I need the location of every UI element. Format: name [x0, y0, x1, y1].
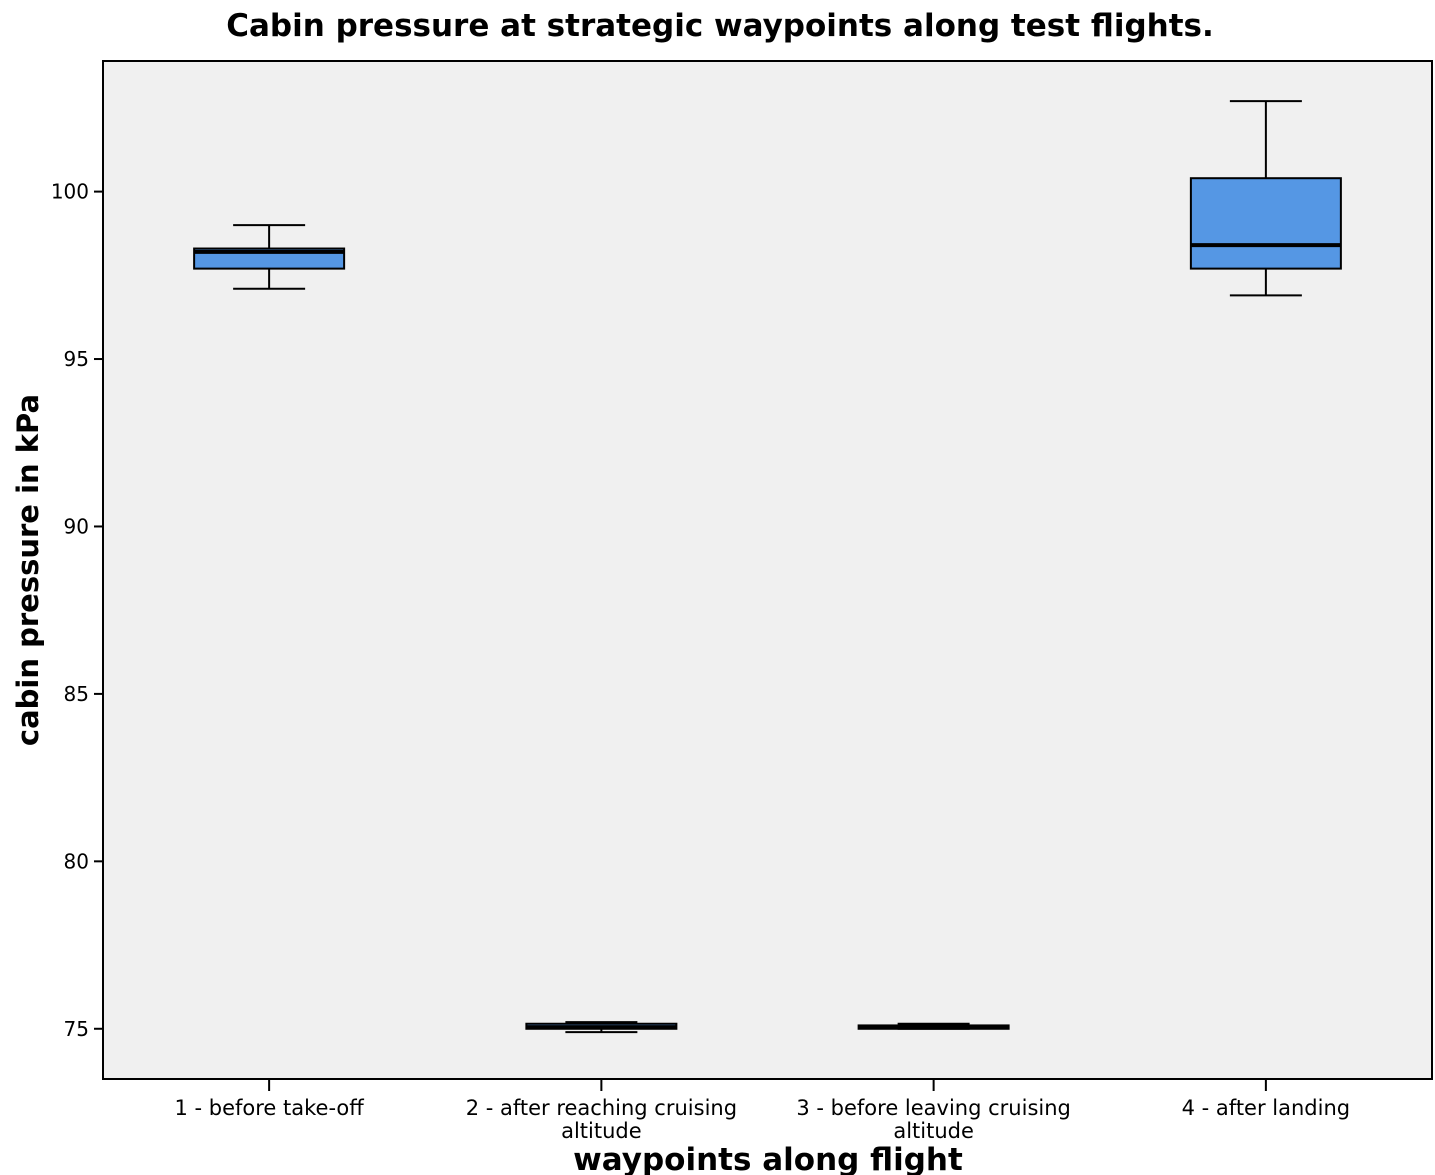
- y-axis: 75 80 85 90 95 100: [51, 180, 103, 1041]
- chart-title: Cabin pressure at strategic waypoints al…: [226, 8, 1214, 44]
- x-category-label: 1 - before take-off: [174, 1096, 364, 1120]
- y-tick-label: 80: [64, 849, 89, 873]
- y-tick-label: 95: [64, 347, 89, 371]
- x-category-label: altitude: [561, 1119, 642, 1143]
- y-tick-label: 90: [64, 514, 89, 538]
- x-axis: 1 - before take-off 2 - after reaching cr…: [174, 1079, 1350, 1143]
- x-category-label: 2 - after reaching cruising: [466, 1096, 737, 1120]
- y-tick-label: 100: [51, 180, 89, 204]
- box-2: [525, 1021, 678, 1034]
- box-4: [1189, 100, 1342, 297]
- iqr-box: [1189, 177, 1342, 270]
- box-3: [857, 1022, 1010, 1030]
- y-tick-label: 75: [64, 1017, 89, 1041]
- x-category-label: 3 - before leaving cruising: [796, 1096, 1071, 1120]
- y-tick-label: 85: [64, 682, 89, 706]
- x-axis-label: waypoints along flight: [573, 1142, 963, 1175]
- box-1: [193, 224, 346, 290]
- x-category-label: 4 - after landing: [1182, 1096, 1350, 1120]
- y-axis-label: cabin pressure in kPa: [11, 394, 45, 746]
- box-series: [193, 100, 1342, 1034]
- x-category-label: altitude: [893, 1119, 974, 1143]
